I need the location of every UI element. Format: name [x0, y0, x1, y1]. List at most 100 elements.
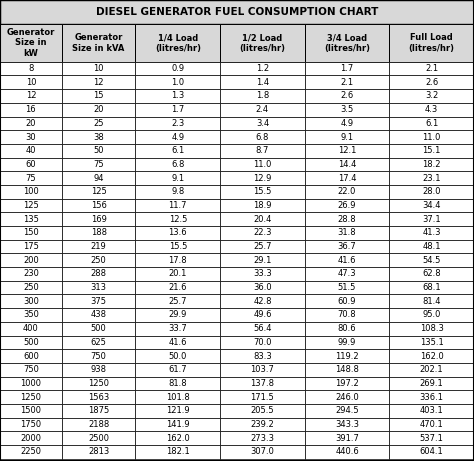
Text: 1.4: 1.4: [256, 78, 269, 87]
Bar: [305, 418, 389, 431]
Text: 37.1: 37.1: [422, 215, 441, 224]
Text: 108.3: 108.3: [420, 324, 444, 333]
Bar: [220, 390, 305, 404]
Bar: [62, 76, 136, 89]
Bar: [0, 336, 62, 349]
Text: 41.6: 41.6: [338, 256, 356, 265]
Bar: [62, 404, 136, 418]
Bar: [0, 144, 62, 158]
Text: 169: 169: [91, 215, 107, 224]
Text: 62.8: 62.8: [422, 269, 441, 278]
Bar: [62, 363, 136, 377]
Bar: [136, 226, 220, 240]
Text: 60: 60: [26, 160, 36, 169]
Text: 1.8: 1.8: [256, 91, 269, 100]
Bar: [305, 185, 389, 199]
Text: 400: 400: [23, 324, 39, 333]
Text: 25.7: 25.7: [169, 297, 187, 306]
Text: 219: 219: [91, 242, 107, 251]
Bar: [305, 390, 389, 404]
Text: 81.8: 81.8: [168, 379, 187, 388]
Text: 6.8: 6.8: [171, 160, 184, 169]
Bar: [0, 130, 62, 144]
Text: 26.9: 26.9: [338, 201, 356, 210]
Text: 2813: 2813: [88, 447, 109, 456]
Bar: [136, 62, 220, 76]
Bar: [0, 171, 62, 185]
Bar: [62, 295, 136, 308]
Text: 100: 100: [23, 187, 39, 196]
Bar: [62, 213, 136, 226]
Bar: [136, 363, 220, 377]
Text: 137.8: 137.8: [250, 379, 274, 388]
Bar: [136, 418, 220, 431]
Text: 47.3: 47.3: [338, 269, 356, 278]
Text: 75: 75: [93, 160, 104, 169]
Text: 20.1: 20.1: [169, 269, 187, 278]
Bar: [62, 62, 136, 76]
Text: 10: 10: [26, 78, 36, 87]
Bar: [305, 404, 389, 418]
Bar: [136, 103, 220, 117]
Bar: [389, 62, 474, 76]
Text: 51.5: 51.5: [338, 283, 356, 292]
Bar: [220, 404, 305, 418]
Text: 1000: 1000: [20, 379, 41, 388]
Bar: [62, 130, 136, 144]
Bar: [62, 349, 136, 363]
Bar: [220, 336, 305, 349]
Bar: [62, 117, 136, 130]
Bar: [0, 377, 62, 390]
Bar: [389, 267, 474, 281]
Bar: [0, 213, 62, 226]
Bar: [0, 363, 62, 377]
Text: 28.8: 28.8: [338, 215, 356, 224]
Text: 188: 188: [91, 228, 107, 237]
Text: 141.9: 141.9: [166, 420, 190, 429]
Bar: [220, 199, 305, 213]
Text: 2000: 2000: [20, 434, 41, 443]
Text: 20.4: 20.4: [253, 215, 272, 224]
Bar: [389, 445, 474, 459]
Text: 21.6: 21.6: [169, 283, 187, 292]
Text: 0.9: 0.9: [171, 64, 184, 73]
Bar: [0, 349, 62, 363]
Text: 14.4: 14.4: [338, 160, 356, 169]
Text: 604.1: 604.1: [420, 447, 444, 456]
Text: 300: 300: [23, 297, 39, 306]
Text: DIESEL GENERATOR FUEL CONSUMPTION CHART: DIESEL GENERATOR FUEL CONSUMPTION CHART: [96, 7, 378, 17]
Text: 15.5: 15.5: [169, 242, 187, 251]
Bar: [136, 76, 220, 89]
Bar: [305, 267, 389, 281]
Bar: [136, 117, 220, 130]
Bar: [389, 322, 474, 336]
Bar: [389, 431, 474, 445]
Text: 18.2: 18.2: [422, 160, 441, 169]
Bar: [136, 213, 220, 226]
Text: 148.8: 148.8: [335, 365, 359, 374]
Text: 250: 250: [23, 283, 39, 292]
Bar: [62, 199, 136, 213]
Text: 8.7: 8.7: [256, 146, 269, 155]
Bar: [220, 363, 305, 377]
Bar: [305, 431, 389, 445]
Bar: [389, 308, 474, 322]
Bar: [389, 240, 474, 254]
Bar: [305, 199, 389, 213]
Text: 336.1: 336.1: [419, 393, 444, 402]
Bar: [389, 76, 474, 89]
Text: 41.6: 41.6: [169, 338, 187, 347]
Text: 246.0: 246.0: [335, 393, 359, 402]
Text: 4.9: 4.9: [171, 133, 184, 142]
Text: 15.1: 15.1: [422, 146, 441, 155]
Text: 60.9: 60.9: [338, 297, 356, 306]
Bar: [389, 349, 474, 363]
Bar: [220, 431, 305, 445]
Text: Generator
Size in
kW: Generator Size in kW: [7, 28, 55, 58]
Bar: [62, 144, 136, 158]
Text: 25.7: 25.7: [253, 242, 272, 251]
Bar: [220, 185, 305, 199]
Bar: [62, 226, 136, 240]
Text: 403.1: 403.1: [420, 406, 444, 415]
Text: 95.0: 95.0: [422, 310, 441, 319]
